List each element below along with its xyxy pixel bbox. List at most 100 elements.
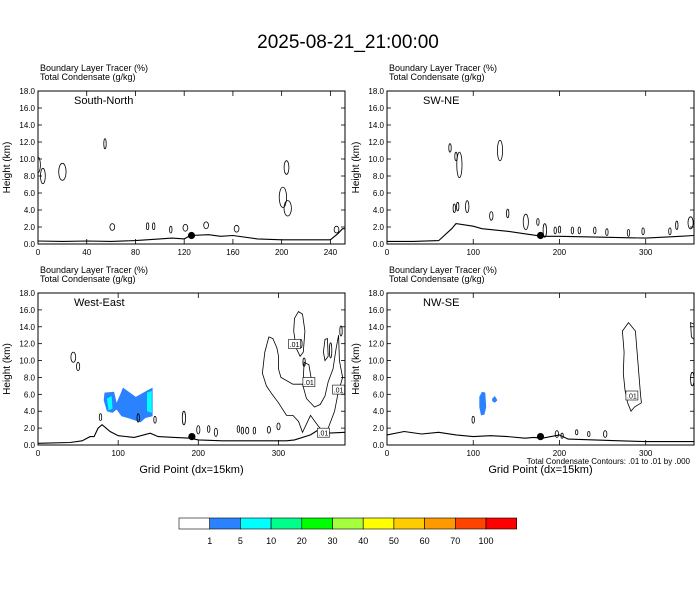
y-tick-label: 16.0	[368, 104, 384, 113]
y-tick-label: 8.0	[373, 373, 385, 382]
y-axis-label: Height (km)	[2, 142, 13, 194]
x-tick-label: 100	[467, 449, 481, 458]
condensate-contour	[245, 426, 250, 435]
condensate-contour	[328, 342, 333, 359]
condensate-contour	[452, 203, 456, 214]
condensate-contour	[283, 200, 292, 217]
colorbar-label: 50	[389, 536, 399, 546]
colorbar-swatch	[270, 517, 303, 530]
panel-header-condensate: Total Condensate (g/kg)	[40, 274, 136, 284]
plot-area	[387, 139, 694, 242]
colorbar-label: 60	[420, 536, 430, 546]
cross-section-label: NW-SE	[423, 297, 459, 309]
plot-area	[38, 138, 345, 242]
y-tick-label: 10.0	[368, 155, 384, 164]
x-axis-label: Grid Point (dx=15km)	[488, 464, 592, 476]
y-tick-label: 8.0	[373, 172, 385, 181]
condensate-contour	[626, 229, 631, 237]
y-tick-label: 14.0	[19, 323, 35, 332]
y-tick-label: 4.0	[373, 407, 385, 416]
condensate-contour	[536, 218, 540, 226]
condensate-contour	[213, 427, 218, 437]
y-tick-label: 18.0	[368, 87, 384, 96]
x-tick-label: 160	[226, 248, 240, 257]
panel-header-condensate: Total Condensate (g/kg)	[40, 72, 136, 82]
contour-label-box	[317, 427, 330, 438]
condensate-contour	[283, 160, 290, 175]
condensate-contour	[276, 422, 281, 431]
condensate-contour	[233, 224, 240, 233]
condensate-contour	[146, 222, 150, 231]
x-tick-label: 200	[553, 248, 567, 257]
y-tick-label: 2.0	[24, 424, 36, 433]
location-marker	[188, 433, 196, 441]
condensate-contour	[240, 426, 244, 435]
x-tick-label: 200	[192, 449, 206, 458]
condensate-contour	[575, 429, 579, 436]
colorbar-swatch	[485, 517, 518, 530]
y-tick-label: 16.0	[19, 104, 35, 113]
condensate-contour	[690, 371, 694, 387]
x-tick-label: 300	[272, 449, 286, 458]
contour-label-box	[302, 377, 316, 387]
colorbar-swatch	[240, 517, 272, 530]
condensate-contour	[109, 223, 116, 231]
colorbar-label: 40	[358, 536, 368, 546]
plot-area: .01 .01 .01 .01	[38, 311, 345, 444]
y-tick-label: 2.0	[24, 223, 36, 232]
panel-2: Boundary Layer Tracer (%)Total Condensat…	[351, 63, 695, 257]
y-tick-label: 6.0	[24, 390, 36, 399]
colorbar: 1 5 10 20 30 40 50 60 70 100	[178, 517, 518, 546]
colorbar-swatch	[301, 517, 333, 530]
condensate-contour	[293, 311, 306, 358]
y-tick-label: 14.0	[19, 121, 35, 130]
condensate-contour	[252, 426, 256, 435]
panel-header-condensate: Total Condensate (g/kg)	[389, 274, 485, 284]
panel-1: Boundary Layer Tracer (%)Total Condensat…	[2, 63, 346, 257]
condensate-contour	[690, 321, 694, 340]
y-tick-label: 0.0	[373, 240, 385, 249]
condensate-contour	[448, 143, 452, 153]
condensate-contour	[471, 415, 475, 424]
condensate-contour	[76, 361, 81, 372]
x-tick-label: 300	[639, 248, 653, 257]
condensate-contour	[70, 351, 77, 363]
condensate-contour	[196, 425, 201, 435]
panel-header-tracer: Boundary Layer Tracer (%)	[40, 63, 148, 73]
panel-3: Boundary Layer Tracer (%)Total Condensat…	[2, 265, 346, 476]
condensate-contour	[322, 338, 329, 362]
y-tick-label: 0.0	[24, 240, 36, 249]
contour-label: .01	[627, 394, 637, 401]
y-tick-label: 10.0	[19, 155, 35, 164]
condensate-contour	[522, 213, 529, 230]
condensate-contour	[456, 201, 460, 212]
condensate-contour	[570, 226, 575, 235]
x-tick-label: 80	[131, 248, 140, 257]
location-marker	[536, 231, 545, 240]
y-tick-label: 18.0	[19, 87, 35, 96]
condensate-contour	[593, 226, 597, 235]
condensate-contour	[182, 224, 189, 232]
condensate-contour	[603, 430, 608, 438]
tracer-fill-region	[492, 396, 498, 403]
x-tick-label: 200	[553, 449, 567, 458]
condensate-contour	[506, 208, 510, 219]
colorbar-label: 30	[327, 536, 337, 546]
condensate-contour	[489, 211, 494, 221]
y-tick-label: 6.0	[373, 189, 385, 198]
terrain-line	[387, 430, 694, 443]
x-tick-label: 120	[178, 248, 192, 257]
y-tick-label: 12.0	[19, 138, 35, 147]
x-tick-label: 200	[275, 248, 289, 257]
condensate-contour	[465, 200, 470, 214]
x-tick-label: 100	[111, 449, 125, 458]
y-tick-label: 10.0	[368, 357, 384, 366]
y-tick-label: 4.0	[373, 206, 385, 215]
colorbar-label: 5	[238, 536, 243, 546]
plot-frame	[386, 90, 695, 245]
y-tick-label: 4.0	[24, 206, 36, 215]
condensate-contour	[181, 410, 186, 426]
contour-label: .01	[290, 342, 300, 349]
terrain-line	[387, 223, 694, 242]
contour-label: .01	[304, 380, 314, 387]
